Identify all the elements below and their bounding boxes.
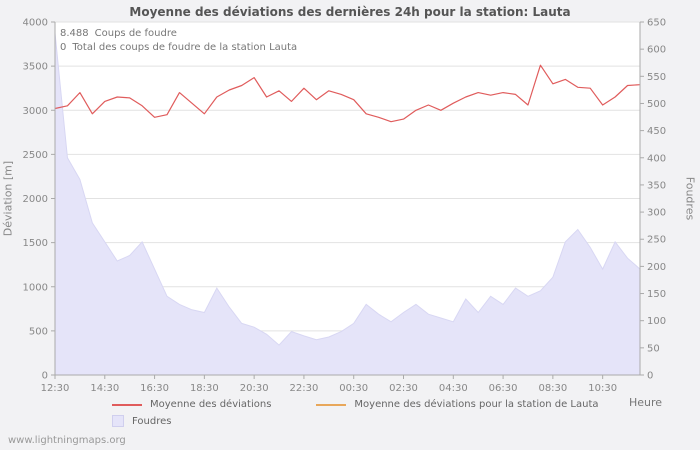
svg-text:22:30: 22:30 xyxy=(290,383,319,394)
svg-text:1000: 1000 xyxy=(23,282,48,293)
svg-text:550: 550 xyxy=(647,72,666,83)
chart-legend: Moyenne des déviations Moyenne des dévia… xyxy=(112,399,644,427)
deviation-line-swatch-icon xyxy=(112,403,142,406)
svg-text:200: 200 xyxy=(647,262,666,273)
svg-text:2000: 2000 xyxy=(23,194,48,205)
svg-text:3000: 3000 xyxy=(23,106,48,117)
svg-text:06:30: 06:30 xyxy=(489,383,518,394)
legend-item-deviation: Moyenne des déviations xyxy=(112,399,271,410)
watermark-url: www.lightningmaps.org xyxy=(8,435,126,446)
svg-text:08:30: 08:30 xyxy=(538,383,567,394)
legend-label-deviation: Moyenne des déviations xyxy=(150,399,272,410)
svg-text:650: 650 xyxy=(647,18,666,29)
legend-label-station-deviation: Moyenne des déviations pour la station d… xyxy=(354,399,599,410)
svg-text:20:30: 20:30 xyxy=(240,383,269,394)
annotation-station-total: 0 Total des coups de foudre de la station… xyxy=(60,41,297,55)
svg-text:500: 500 xyxy=(647,99,666,110)
legend-item-foudres: Foudres xyxy=(112,415,171,427)
svg-text:300: 300 xyxy=(647,208,666,219)
y-axis-label-left: Déviation [m] xyxy=(1,160,15,237)
svg-text:02:30: 02:30 xyxy=(389,383,418,394)
chart-annotations: 8.488 Coups de foudre 0 Total des coups de… xyxy=(60,27,297,55)
svg-text:00:30: 00:30 xyxy=(339,383,368,394)
svg-text:10:30: 10:30 xyxy=(588,383,617,394)
station-total-count: 0 xyxy=(60,42,67,53)
legend-item-station-deviation: Moyenne des déviations pour la station d… xyxy=(316,399,599,410)
strikes-label: Coups de foudre xyxy=(94,28,177,39)
svg-text:04:30: 04:30 xyxy=(439,383,468,394)
svg-text:0: 0 xyxy=(42,371,48,382)
svg-text:18:30: 18:30 xyxy=(190,383,219,394)
legend-row-1: Moyenne des déviations Moyenne des dévia… xyxy=(112,399,644,410)
svg-text:400: 400 xyxy=(647,153,666,164)
chart-title: Moyenne des déviations des dernières 24h… xyxy=(129,5,571,19)
svg-text:12:30: 12:30 xyxy=(41,383,70,394)
svg-text:600: 600 xyxy=(647,45,666,56)
station-total-label: Total des coups de foudre de la station … xyxy=(72,42,298,53)
svg-text:2500: 2500 xyxy=(23,150,48,161)
station-deviation-line-swatch-icon xyxy=(316,403,347,406)
x-axis-label: Heure xyxy=(628,396,662,409)
legend-row-2: Foudres xyxy=(112,415,644,427)
svg-text:100: 100 xyxy=(647,316,666,327)
svg-text:250: 250 xyxy=(647,235,666,246)
svg-text:3500: 3500 xyxy=(23,62,48,73)
y-axis-label-right: Foudres xyxy=(683,176,697,221)
foudres-area-swatch-icon xyxy=(112,415,124,427)
svg-text:14:30: 14:30 xyxy=(90,383,119,394)
svg-text:350: 350 xyxy=(647,180,666,191)
svg-text:450: 450 xyxy=(647,126,666,137)
svg-text:16:30: 16:30 xyxy=(140,383,169,394)
svg-text:0: 0 xyxy=(647,371,653,382)
legend-label-foudres: Foudres xyxy=(132,415,172,427)
svg-text:500: 500 xyxy=(29,326,48,337)
annotation-strikes: 8.488 Coups de foudre xyxy=(60,27,297,41)
svg-text:150: 150 xyxy=(647,289,666,300)
strikes-count: 8.488 xyxy=(60,28,89,39)
svg-text:1500: 1500 xyxy=(23,238,48,249)
svg-text:50: 50 xyxy=(647,343,660,354)
svg-text:4000: 4000 xyxy=(23,18,48,29)
